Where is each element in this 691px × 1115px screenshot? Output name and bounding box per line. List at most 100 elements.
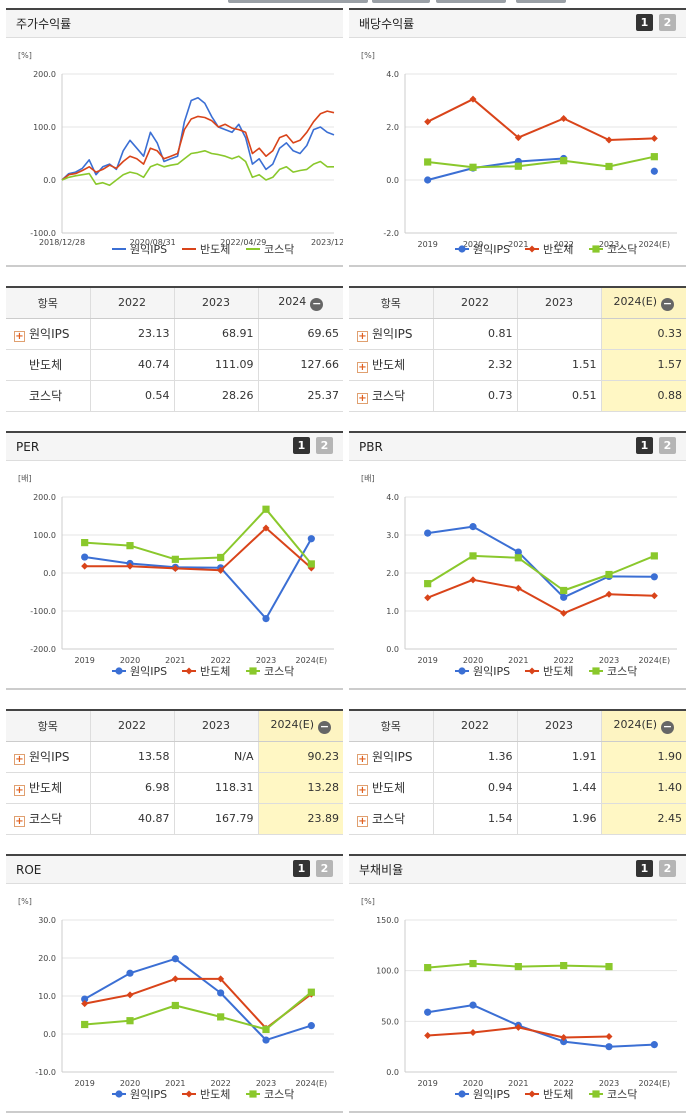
data-point xyxy=(171,564,179,572)
data-point xyxy=(307,560,315,568)
value-cell xyxy=(516,318,601,350)
expand-icon[interactable]: + xyxy=(357,331,368,342)
expand-icon[interactable]: + xyxy=(14,816,25,827)
series-line xyxy=(427,1004,655,1048)
value-cell: 0.54 xyxy=(89,380,174,412)
table-row: + 원익IPS 1.36 1.91 1.90 xyxy=(349,741,686,773)
value-cell: 1.54 xyxy=(432,803,517,835)
value-cell: 23.89 xyxy=(257,803,343,835)
table-header-cell: 2024(E) − xyxy=(600,287,686,319)
data-point xyxy=(528,1090,536,1098)
data-point xyxy=(650,1041,658,1049)
y-tick-label: 50.0 xyxy=(381,1017,399,1026)
data-point xyxy=(424,964,432,972)
data-point xyxy=(514,1023,522,1031)
expand-icon[interactable]: + xyxy=(357,393,368,404)
value-cell: 40.74 xyxy=(89,349,174,381)
value-cell: 1.40 xyxy=(600,772,686,804)
series-line xyxy=(61,110,335,181)
x-tick-label: 2019 xyxy=(74,656,94,665)
chart-view-1-button[interactable]: 1 xyxy=(636,14,653,31)
data-point xyxy=(560,609,568,617)
y-tick-label: 0.0 xyxy=(386,176,399,185)
data-point xyxy=(424,118,432,126)
legend-label: 코스닥 xyxy=(264,243,294,256)
table-header-cell: 2023 xyxy=(516,710,601,742)
expand-icon[interactable]: + xyxy=(357,362,368,373)
expand-icon[interactable]: + xyxy=(357,816,368,827)
y-tick-label: 20.0 xyxy=(38,954,56,963)
data-point xyxy=(592,245,600,253)
data-point xyxy=(81,995,89,1003)
chart-view-1-button[interactable]: 1 xyxy=(293,860,310,877)
row-name-cell: +코스닥 xyxy=(6,380,90,412)
data-point xyxy=(469,1001,477,1009)
legend-label: 코스닥 xyxy=(264,665,294,678)
value-cell: 111.09 xyxy=(173,349,258,381)
data-point xyxy=(605,1043,613,1051)
collapse-icon[interactable]: − xyxy=(661,719,675,734)
data-point xyxy=(469,95,477,103)
chart-view-1-button[interactable]: 1 xyxy=(636,860,653,877)
expand-icon[interactable]: + xyxy=(357,785,368,796)
table-header-cell: 2023 xyxy=(173,710,258,742)
value-cell: 0.73 xyxy=(432,380,517,412)
data-point xyxy=(262,615,270,623)
y-tick-label: 0.0 xyxy=(43,176,56,185)
collapse-icon[interactable]: − xyxy=(661,296,675,311)
y-tick-label: -10.0 xyxy=(35,1068,56,1077)
table-header-cell: 항목 xyxy=(349,710,433,742)
data-point xyxy=(171,1001,179,1010)
y-tick-label: 200.0 xyxy=(33,70,56,79)
data-point xyxy=(424,580,432,588)
y-tick-label: -100.0 xyxy=(30,229,56,238)
data-point xyxy=(528,245,536,253)
expand-icon[interactable]: + xyxy=(14,331,25,342)
x-tick-label: 2019 xyxy=(74,1079,94,1088)
chart-view-2-button[interactable]: 2 xyxy=(316,437,333,454)
header-label: 2024(E) xyxy=(270,717,315,731)
debt-ratio-chart: [%] 150.0 100.0 50.0 0.0 2019 2020 2021 2022 2023… xyxy=(361,897,677,1101)
collapse-icon[interactable]: − xyxy=(318,719,332,734)
data-point xyxy=(115,1090,123,1098)
data-point xyxy=(592,1090,600,1098)
data-point xyxy=(650,552,658,560)
x-tick-label: 2020 xyxy=(120,1079,140,1088)
chart-view-2-button[interactable]: 2 xyxy=(316,860,333,877)
chart-view-2-button[interactable]: 2 xyxy=(659,437,676,454)
legend-label: 반도체 xyxy=(200,243,230,256)
chart-view-2-button[interactable]: 2 xyxy=(659,14,676,31)
panel-title: 부채비율 xyxy=(349,854,686,884)
x-tick-label: 2023 xyxy=(599,656,619,665)
data-point xyxy=(650,153,658,161)
collapse-icon[interactable]: − xyxy=(310,296,324,311)
x-tick-label: 2020 xyxy=(463,1079,483,1088)
value-cell: 1.57 xyxy=(600,349,686,381)
table-header-cell: 2024(E) − xyxy=(600,710,686,742)
expand-icon[interactable]: + xyxy=(14,785,25,796)
series-line xyxy=(61,97,335,181)
pbr-chart: [배] 4.0 3.0 2.0 1.0 0.0 2019 2020 2021 2022 2023 20… xyxy=(361,474,677,678)
chart-view-2-button[interactable]: 2 xyxy=(659,860,676,877)
expand-icon[interactable]: + xyxy=(357,754,368,765)
value-cell: 90.23 xyxy=(257,741,343,773)
dividend-yield-table: 항목 2022 2023 2024(E) − + 원익IPS 0.81 0.33 + 반도체 2.32… xyxy=(349,286,686,412)
y-tick-label: 150.0 xyxy=(376,916,399,925)
x-tick-label: 2024(E) xyxy=(639,656,671,665)
x-tick-label: 2023 xyxy=(599,240,619,249)
chart-view-1-button[interactable]: 1 xyxy=(636,437,653,454)
chart-view-1-button[interactable]: 1 xyxy=(293,437,310,454)
y-tick-label: 2.0 xyxy=(386,123,399,132)
legend-label: 원익IPS xyxy=(473,665,510,678)
expand-icon[interactable]: + xyxy=(14,754,25,765)
value-cell: 40.87 xyxy=(89,803,174,835)
series-line xyxy=(427,554,655,592)
header-label: 2023 xyxy=(545,296,573,310)
row-name-cell: +코스닥 xyxy=(349,380,433,412)
series-line xyxy=(428,159,655,181)
data-point xyxy=(424,1008,432,1016)
